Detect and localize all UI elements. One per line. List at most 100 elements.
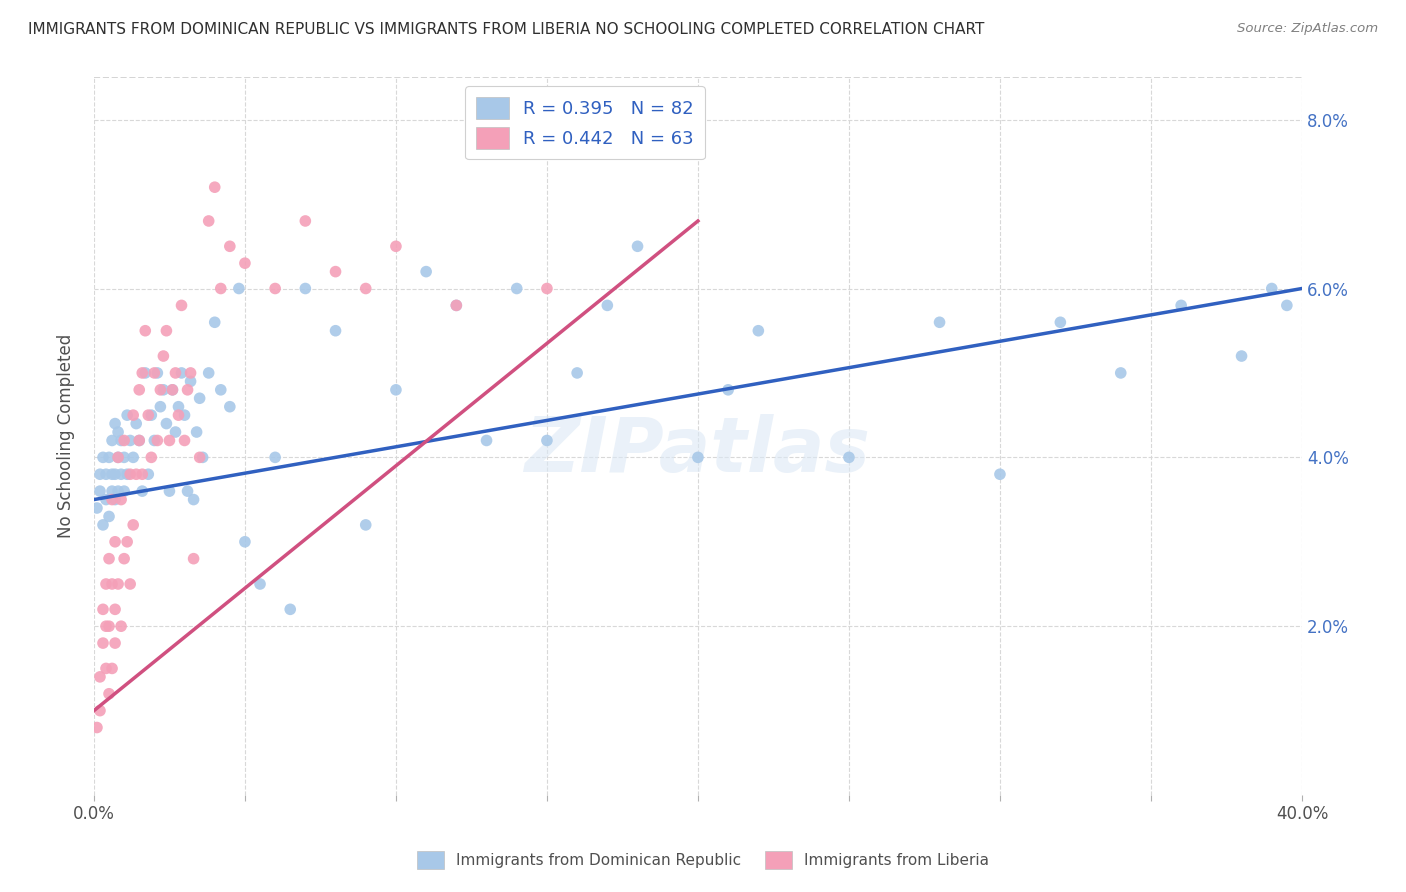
Point [233, 256, 256, 270]
Point [122, 450, 145, 465]
Point [101, 434, 124, 448]
Point [112, 551, 135, 566]
Point [143, 434, 166, 448]
Point [112, 484, 135, 499]
Point [94, 492, 117, 507]
Point [112, 434, 135, 448]
Legend: R = 0.395   N = 82, R = 0.442   N = 63: R = 0.395 N = 82, R = 0.442 N = 63 [465, 87, 704, 160]
Point [143, 366, 166, 380]
Point [155, 324, 177, 338]
Point [162, 383, 184, 397]
Point [91, 450, 114, 465]
Point [91, 602, 114, 616]
Point [120, 434, 142, 448]
Point [91, 636, 114, 650]
Point [162, 383, 184, 397]
Point [94, 661, 117, 675]
Point [128, 434, 150, 448]
Point [86, 721, 108, 735]
Point [115, 534, 138, 549]
Point [536, 281, 558, 295]
Point [107, 450, 129, 465]
Point [294, 281, 316, 295]
Point [155, 417, 177, 431]
Point [110, 467, 132, 482]
Point [89, 484, 111, 499]
Point [249, 577, 271, 591]
Point [191, 450, 214, 465]
Point [506, 281, 529, 295]
Point [134, 324, 156, 338]
Point [98, 551, 121, 566]
Point [1109, 366, 1132, 380]
Point [120, 467, 142, 482]
Point [101, 661, 124, 675]
Point [125, 467, 148, 482]
Point [536, 434, 558, 448]
Point [686, 450, 709, 465]
Point [183, 492, 205, 507]
Point [596, 298, 619, 312]
Point [146, 434, 169, 448]
Point [170, 298, 193, 312]
Point [98, 509, 121, 524]
Point [98, 450, 121, 465]
Point [747, 324, 769, 338]
Point [173, 408, 195, 422]
Point [131, 484, 153, 499]
Point [120, 577, 142, 591]
Point [149, 400, 172, 414]
Point [128, 434, 150, 448]
Point [159, 434, 181, 448]
Point [167, 400, 190, 414]
Point [988, 467, 1011, 482]
Point [186, 425, 208, 439]
Point [264, 450, 287, 465]
Point [475, 434, 498, 448]
Point [565, 366, 588, 380]
Y-axis label: No Schooling Completed: No Schooling Completed [58, 334, 75, 539]
Point [91, 517, 114, 532]
Point [626, 239, 648, 253]
Point [233, 534, 256, 549]
Point [107, 577, 129, 591]
Point [1261, 281, 1284, 295]
Point [104, 602, 127, 616]
Point [928, 315, 950, 329]
Point [115, 467, 138, 482]
Point [838, 450, 860, 465]
Point [152, 383, 174, 397]
Point [325, 265, 347, 279]
Point [165, 425, 187, 439]
Point [180, 366, 202, 380]
Point [209, 383, 232, 397]
Point [183, 551, 205, 566]
Point [1275, 298, 1298, 312]
Point [152, 349, 174, 363]
Point [165, 366, 187, 380]
Point [385, 239, 408, 253]
Point [112, 450, 135, 465]
Point [104, 534, 127, 549]
Point [385, 383, 408, 397]
Point [176, 383, 198, 397]
Point [122, 408, 145, 422]
Point [218, 239, 240, 253]
Point [159, 484, 181, 499]
Point [107, 425, 129, 439]
Point [188, 450, 211, 465]
Point [98, 619, 121, 633]
Point [1230, 349, 1253, 363]
Point [107, 450, 129, 465]
Point [325, 324, 347, 338]
Point [89, 467, 111, 482]
Point [104, 636, 127, 650]
Point [131, 366, 153, 380]
Text: IMMIGRANTS FROM DOMINICAN REPUBLIC VS IMMIGRANTS FROM LIBERIA NO SCHOOLING COMPL: IMMIGRANTS FROM DOMINICAN REPUBLIC VS IM… [28, 22, 984, 37]
Point [197, 214, 219, 228]
Point [136, 408, 159, 422]
Point [204, 180, 226, 194]
Point [170, 366, 193, 380]
Point [110, 434, 132, 448]
Point [446, 298, 468, 312]
